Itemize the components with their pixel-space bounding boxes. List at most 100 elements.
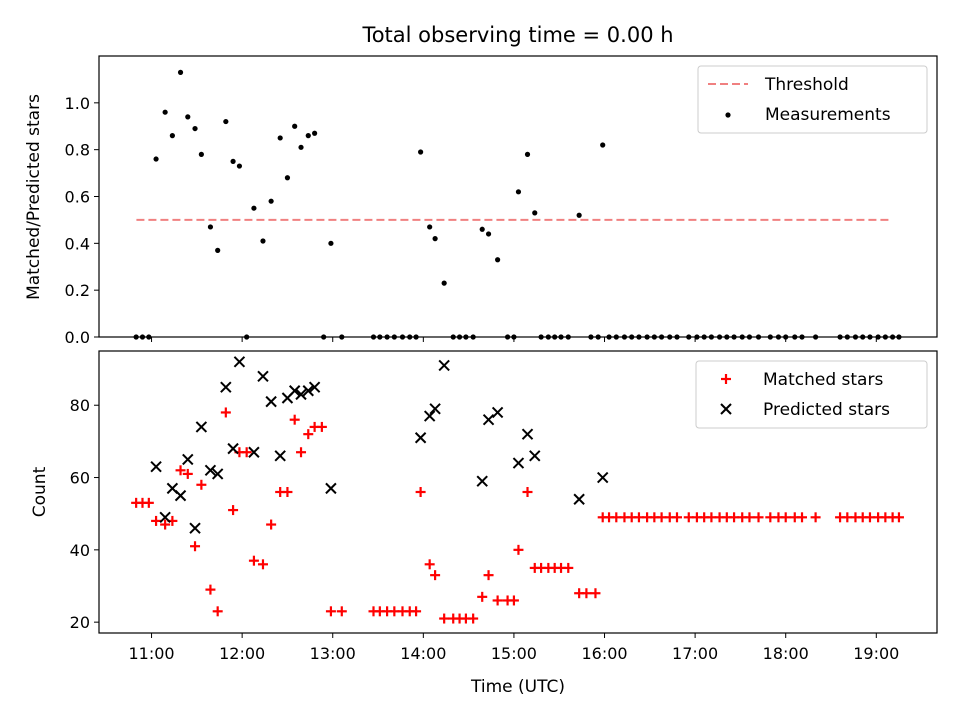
ratio-ytick-label: 0.0 xyxy=(65,328,90,347)
predicted-point-b xyxy=(189,522,201,534)
count-ytick-label: 60 xyxy=(70,469,90,488)
predicted-point xyxy=(414,432,427,444)
measurement-point xyxy=(485,231,492,237)
predicted-point xyxy=(195,421,208,433)
predicted-legend-marker-b xyxy=(720,403,732,415)
predicted-point-b xyxy=(220,381,232,393)
matched-point xyxy=(303,429,314,440)
predicted-point xyxy=(512,457,525,469)
matched-point xyxy=(228,505,239,516)
predicted-point xyxy=(182,453,194,466)
measurement-point xyxy=(169,133,175,139)
predicted-point xyxy=(438,359,450,372)
measurement-point xyxy=(298,144,304,150)
measurement-point xyxy=(515,189,522,195)
predicted-point-b xyxy=(174,489,187,502)
measurement-point xyxy=(479,226,485,232)
matched-point xyxy=(289,414,300,425)
predicted-point-b xyxy=(288,385,301,397)
predicted-point-b xyxy=(227,442,239,455)
ratio-ytick-label: 0.4 xyxy=(65,234,90,253)
measurement-point xyxy=(192,125,198,132)
threshold-legend-label: Threshold xyxy=(764,75,849,95)
predicted-point xyxy=(204,464,217,477)
predicted-legend-marker xyxy=(720,403,732,415)
count-marks xyxy=(131,356,904,624)
ratio-ytick-label: 0.6 xyxy=(65,188,90,207)
predicted-point-b xyxy=(248,446,260,458)
matched-legend-label: Matched stars xyxy=(763,370,883,390)
time-xtick-label: 19:00 xyxy=(853,644,899,663)
matched-legend-marker xyxy=(721,374,731,384)
predicted-point xyxy=(159,511,171,524)
predicted-legend-swatch xyxy=(720,403,732,415)
time-xtick-label: 11:00 xyxy=(128,644,174,663)
measurement-point xyxy=(153,156,159,162)
measurement-point xyxy=(230,158,236,164)
figure-title: Total observing time = 0.00 h xyxy=(361,23,673,47)
measurement-point xyxy=(198,151,204,157)
predicted-point-b xyxy=(233,356,246,368)
predicted-point xyxy=(150,460,162,473)
matched-point xyxy=(753,512,764,523)
predicted-point xyxy=(174,489,187,502)
measurement-point xyxy=(185,114,191,120)
measurement-point xyxy=(495,257,501,263)
predicted-point xyxy=(233,356,246,368)
predicted-point-b xyxy=(521,428,534,440)
count-panel: 20 40 60 80 11:00 12:00 13:00 14:00 15:00 16:00 17… xyxy=(30,350,938,697)
matched-point xyxy=(671,512,682,523)
predicted-point xyxy=(596,471,609,484)
matched-point xyxy=(316,421,327,432)
predicted-point-b xyxy=(265,395,277,408)
count-axes: 20 40 60 80 11:00 12:00 13:00 14:00 15:00 16:00 17… xyxy=(70,396,900,663)
matched-point xyxy=(430,570,441,581)
matched-point xyxy=(744,512,755,523)
predicted-point-b xyxy=(159,511,171,524)
predicted-point xyxy=(491,406,504,419)
predicted-point xyxy=(295,388,307,401)
matched-point xyxy=(151,515,162,526)
measurement-point xyxy=(223,118,229,125)
matched-point xyxy=(296,447,307,458)
measurement-point xyxy=(328,240,334,246)
matched-point xyxy=(563,562,574,573)
predicted-point xyxy=(521,428,534,440)
predicted-point-b xyxy=(308,381,321,393)
matched-point xyxy=(182,468,193,479)
count-panel-frame xyxy=(98,350,938,634)
ratio-axes: 0.0 0.2 0.4 0.6 0.8 1.0 xyxy=(65,94,877,347)
matched-point xyxy=(257,559,268,570)
matched-point xyxy=(780,512,791,523)
measurement-point xyxy=(312,130,318,136)
count-ylabel: Count xyxy=(30,466,50,517)
ratio-ytick-label: 1.0 xyxy=(65,94,90,113)
count-legend: Matched stars Predicted stars xyxy=(695,360,928,429)
predicted-point-b xyxy=(150,460,162,473)
measurement-point xyxy=(292,123,298,129)
count-ytick-label: 80 xyxy=(70,396,90,415)
measurements-legend-swatch xyxy=(725,112,731,118)
measurement-point xyxy=(418,149,424,155)
matched-point xyxy=(424,559,435,570)
matched-point xyxy=(325,606,336,617)
time-xtick-label: 17:00 xyxy=(672,644,718,663)
count-ytick-label: 20 xyxy=(70,613,90,632)
measurement-point xyxy=(277,135,283,141)
matched-point xyxy=(175,465,186,476)
predicted-point-b xyxy=(476,475,488,487)
matched-point xyxy=(190,541,201,552)
predicted-point xyxy=(325,482,337,495)
measurement-point xyxy=(268,198,274,204)
measurement-point xyxy=(177,69,184,75)
measurement-point xyxy=(532,210,538,216)
matched-point xyxy=(241,447,252,458)
measurement-point xyxy=(207,224,214,230)
matched-point xyxy=(266,519,277,530)
ratio-ylabel: Matched/Predicted stars xyxy=(24,94,44,300)
matched-point xyxy=(336,606,347,617)
measurement-point xyxy=(251,205,257,211)
matched-legend-swatch xyxy=(721,374,731,384)
predicted-point-b xyxy=(512,457,525,469)
